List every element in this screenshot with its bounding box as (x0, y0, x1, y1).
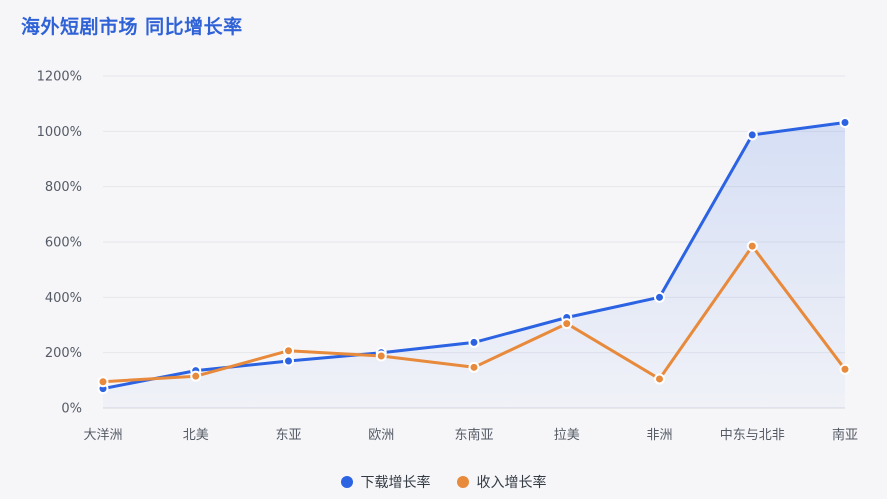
legend-label-download: 下载增长率 (360, 475, 431, 491)
legend-item-download[interactable]: 下载增长率 (340, 472, 431, 492)
data-point-1-1[interactable] (190, 370, 202, 382)
data-point-0-4[interactable] (468, 336, 480, 348)
legend-marker-download (340, 476, 353, 488)
y-tick-label: 800% (45, 180, 82, 195)
x-tick-label: 东亚 (275, 428, 301, 443)
x-tick-label: 东南亚 (454, 427, 493, 443)
data-point-1-7[interactable] (746, 240, 758, 252)
data-point-1-0[interactable] (97, 376, 109, 388)
data-point-1-6[interactable] (654, 373, 665, 385)
x-tick-label: 拉美 (554, 428, 580, 443)
legend-item-revenue[interactable]: 收入增长率 (456, 472, 547, 492)
y-tick-label: 600% (45, 236, 82, 251)
x-tick-label: 大洋洲 (83, 428, 122, 443)
legend-marker-revenue (456, 476, 469, 488)
area-layer (103, 122, 845, 408)
data-point-1-2[interactable] (283, 345, 294, 357)
y-tick-label: 0% (61, 402, 82, 417)
x-tick-label: 中东与北非 (720, 428, 785, 443)
x-tick-label: 非洲 (646, 428, 672, 443)
data-point-1-4[interactable] (468, 361, 480, 373)
x-tick-label: 北美 (183, 428, 209, 443)
data-point-0-2[interactable] (283, 355, 294, 367)
label-layer: 0% 200% 400% 600% 800% 1000% 1200% 大洋洲 北美 东亚 欧洲 东南亚… (37, 70, 858, 444)
y-tick-label: 200% (45, 346, 82, 361)
y-tick-label: 400% (45, 291, 82, 306)
x-tick-label: 欧洲 (368, 428, 394, 443)
legend: 下载增长率 收入增长率 (0, 472, 887, 492)
series-area-0 (103, 122, 845, 408)
y-tick-label: 1200% (37, 70, 82, 85)
point-layer (97, 116, 851, 395)
legend-label-revenue: 收入增长率 (476, 475, 547, 491)
data-point-1-3[interactable] (375, 350, 387, 362)
data-point-1-8[interactable] (839, 363, 851, 375)
data-point-0-6[interactable] (654, 291, 665, 303)
data-point-0-8[interactable] (839, 116, 851, 128)
chart-title: 海外短剧市场 同比增长率 (21, 16, 243, 38)
y-tick-label: 1000% (37, 125, 82, 140)
data-point-0-7[interactable] (746, 129, 758, 141)
data-point-1-5[interactable] (561, 318, 573, 330)
x-tick-label: 南亚 (832, 427, 858, 443)
